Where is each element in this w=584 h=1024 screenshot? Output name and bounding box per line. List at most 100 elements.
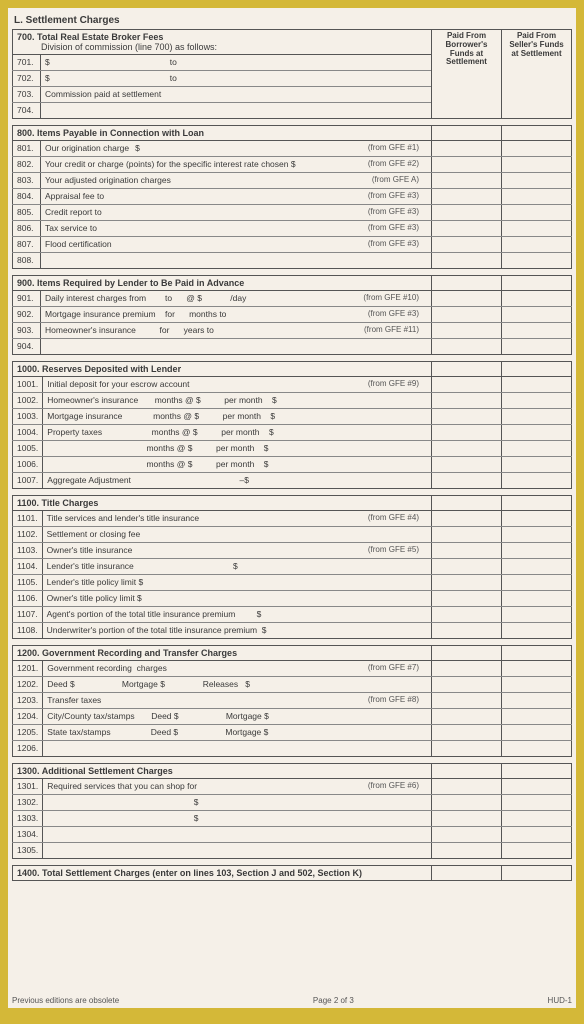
gfe-ref: (from GFE A) (372, 175, 419, 184)
col-borrower-cell (432, 173, 502, 189)
row-num: 904. (13, 339, 41, 355)
col-borrower (432, 126, 502, 141)
row-text: Government recording charges (from GFE #… (43, 661, 432, 677)
row-text: Lender's title policy limit $ (42, 575, 431, 591)
col-seller-cell (502, 527, 572, 543)
col-borrower-cell (432, 205, 502, 221)
col-seller (502, 362, 572, 377)
section-header: 1000. Reserves Deposited with Lender (13, 362, 432, 377)
footer: Previous editions are obsolete Page 2 of… (12, 996, 572, 1005)
col-borrower-cell (432, 725, 502, 741)
row-num: 1105. (13, 575, 43, 591)
table-row: 1302. $ (13, 795, 572, 811)
col-seller-cell (502, 157, 572, 173)
table-row: 1201.Government recording charges (from … (13, 661, 572, 677)
table-row: 1002.Homeowner's insurance months @ $ pe… (13, 393, 572, 409)
row-num: 803. (13, 173, 41, 189)
row-num: 1204. (13, 709, 43, 725)
row-text: Owner's title insurance (from GFE #5) (42, 543, 431, 559)
section-1400-header: 1400. Total Settlement Charges (enter on… (13, 866, 432, 881)
row-text: City/County tax/stamps Deed $ Mortgage $ (43, 709, 432, 725)
row-text (41, 339, 432, 355)
table-row: 1103.Owner's title insurance (from GFE #… (13, 543, 572, 559)
col-seller-cell (502, 543, 572, 559)
col-borrower-cell (432, 607, 502, 623)
page-title: L. Settlement Charges (12, 12, 572, 29)
col-seller-cell (502, 189, 572, 205)
row-num: 1006. (13, 457, 43, 473)
row-text: Lender's title insurance $ (42, 559, 431, 575)
col-seller-cell (502, 393, 572, 409)
row-text: Daily interest charges from to @ $ /day … (41, 291, 432, 307)
col-borrower-cell (432, 527, 502, 543)
row-text (43, 827, 432, 843)
section-header: 900. Items Required by Lender to Be Paid… (13, 276, 432, 291)
row-num: 1106. (13, 591, 43, 607)
col-borrower-cell (432, 409, 502, 425)
col-seller (502, 646, 572, 661)
gfe-ref: (from GFE #1) (368, 143, 419, 152)
col-borrower (432, 276, 502, 291)
table-row: 806.Tax service to (from GFE #3) (13, 221, 572, 237)
col-borrower (432, 764, 502, 779)
col-seller (502, 496, 572, 511)
row-num: 1302. (13, 795, 43, 811)
col-borrower-cell (432, 591, 502, 607)
row-text: Credit report to (from GFE #3) (41, 205, 432, 221)
gfe-ref: (from GFE #3) (368, 223, 419, 232)
col-borrower-cell (432, 157, 502, 173)
col-borrower-cell (432, 457, 502, 473)
gfe-ref: (from GFE #5) (368, 545, 419, 554)
row-text: Tax service to (from GFE #3) (41, 221, 432, 237)
row-text: Owner's title policy limit $ (42, 591, 431, 607)
col-borrower-cell (432, 237, 502, 253)
col-seller-cell (502, 409, 572, 425)
row-num: 1005. (13, 441, 43, 457)
col-borrower-cell (432, 473, 502, 489)
gfe-ref: (from GFE #9) (368, 379, 419, 388)
row-text: Homeowner's insurance for years to (from… (41, 323, 432, 339)
col-borrower-cell (432, 575, 502, 591)
row-num: 1203. (13, 693, 43, 709)
row-num: 1107. (13, 607, 43, 623)
row-num: 1201. (13, 661, 43, 677)
col-seller-cell (502, 291, 572, 307)
table-row: 1107.Agent's portion of the total title … (13, 607, 572, 623)
gfe-ref: (from GFE #3) (368, 239, 419, 248)
row-text: Your credit or charge (points) for the s… (41, 157, 432, 173)
row-text (41, 253, 432, 269)
col-seller-cell (502, 779, 572, 795)
row-text: Transfer taxes (from GFE #8) (43, 693, 432, 709)
row-num: 1004. (13, 425, 43, 441)
col-borrower-cell (432, 307, 502, 323)
row-num: 1002. (13, 393, 43, 409)
section-1100: 1100. Title Charges1101.Title services a… (12, 495, 572, 639)
row-num: 805. (13, 205, 41, 221)
col-borrower-cell (432, 543, 502, 559)
row-text: Required services that you can shop for … (43, 779, 432, 795)
col-borrower-cell (432, 291, 502, 307)
row-num: 901. (13, 291, 41, 307)
row-num: 801. (13, 141, 41, 157)
row-text (43, 843, 432, 859)
row-num: 1101. (13, 511, 43, 527)
col-borrower (432, 362, 502, 377)
col-seller-header: Paid From Seller's Funds at Settlement (502, 30, 572, 119)
row-text: Title services and lender's title insura… (42, 511, 431, 527)
col-borrower-cell (432, 623, 502, 639)
gfe-ref: (from GFE #8) (368, 695, 419, 704)
row-num: 1108. (13, 623, 43, 639)
row-text: Mortgage insurance months @ $ per month … (43, 409, 432, 425)
table-row: 1106.Owner's title policy limit $ (13, 591, 572, 607)
row-text: Homeowner's insurance months @ $ per mon… (43, 393, 432, 409)
table-row: 1105.Lender's title policy limit $ (13, 575, 572, 591)
section-800: 800. Items Payable in Connection with Lo… (12, 125, 572, 269)
row-num: 1205. (13, 725, 43, 741)
row-text: Initial deposit for your escrow account … (43, 377, 432, 393)
col-seller-cell (502, 141, 572, 157)
row-text: Property taxes months @ $ per month $ (43, 425, 432, 441)
table-row: 903.Homeowner's insurance for years to (… (13, 323, 572, 339)
col-seller-cell (502, 591, 572, 607)
col-seller-cell (502, 677, 572, 693)
col-seller-cell (502, 725, 572, 741)
